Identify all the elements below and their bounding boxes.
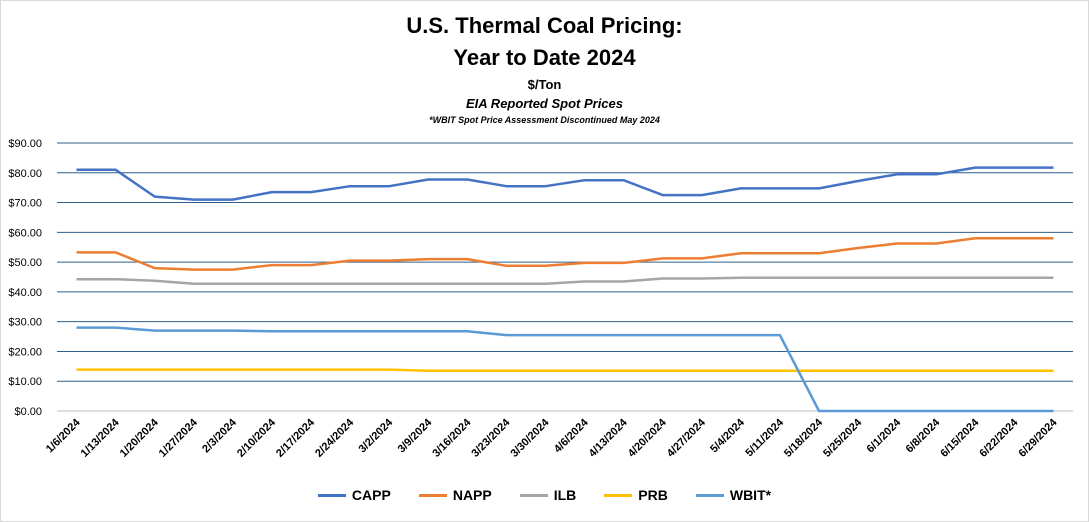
legend-item: CAPP (317, 487, 391, 503)
series-line-prb (76, 368, 1054, 372)
x-tick-label: 2/17/2024 (274, 416, 318, 460)
y-tick-label: $60.00 (8, 227, 42, 239)
legend-label: PRB (638, 487, 668, 503)
chart-note: *WBIT Spot Price Assessment Discontinued… (429, 115, 660, 125)
x-tick-label: 3/30/2024 (508, 416, 552, 460)
chart-title-line2: Year to Date 2024 (453, 45, 636, 70)
legend-label: WBIT* (729, 487, 772, 503)
legend-label: NAPP (452, 487, 492, 503)
x-tick-label: 1/27/2024 (157, 416, 201, 460)
y-axis-labels: $0.00 $10.00 $20.00 $30.00 $40.00 $50.00 $60.0… (8, 138, 42, 418)
x-tick-label: 2/24/2024 (313, 416, 357, 460)
legend-swatch (418, 493, 447, 497)
legend-item: WBIT* (695, 487, 772, 503)
legend-swatch (519, 493, 548, 497)
x-tick-label: 4/13/2024 (587, 416, 631, 460)
x-tick-label: 6/1/2024 (865, 416, 904, 455)
chart-legend: CAPP NAPP ILB PRB WBIT* (0, 487, 1089, 503)
y-tick-label: $0.00 (14, 406, 42, 418)
series-line-ilb (76, 276, 1054, 285)
x-tick-label: 5/25/2024 (821, 416, 865, 460)
legend-label: ILB (553, 487, 577, 503)
x-tick-label: 1/6/2024 (44, 416, 83, 455)
legend-swatch (317, 493, 346, 497)
y-tick-label: $20.00 (8, 346, 42, 358)
series-line-wbit (76, 326, 1054, 413)
x-tick-label: 3/2/2024 (357, 416, 396, 455)
legend-item: ILB (519, 487, 577, 503)
legend-swatch (695, 493, 724, 497)
x-tick-label: 2/3/2024 (200, 416, 239, 455)
x-tick-label: 6/22/2024 (977, 416, 1021, 460)
y-tick-label: $70.00 (8, 198, 42, 210)
x-tick-label: 5/11/2024 (743, 416, 786, 459)
x-tick-label: 6/15/2024 (938, 416, 982, 460)
x-tick-label: 3/16/2024 (430, 416, 474, 460)
legend-swatch (604, 493, 633, 497)
y-tick-label: $40.00 (8, 287, 42, 299)
x-tick-label: 2/10/2024 (235, 416, 279, 460)
chart-subtitle: $/Ton (527, 77, 562, 92)
chart-title: U.S. Thermal Coal Pricing: (406, 13, 683, 38)
x-tick-label: 3/9/2024 (396, 416, 435, 455)
y-tick-label: $50.00 (8, 257, 42, 269)
x-tick-label: 5/18/2024 (782, 416, 826, 460)
x-tick-label: 4/27/2024 (665, 416, 709, 460)
x-tick-label: 5/4/2024 (708, 416, 747, 455)
x-tick-label: 6/8/2024 (904, 416, 943, 455)
legend-item: NAPP (418, 487, 492, 503)
series-line-napp (76, 237, 1054, 271)
x-tick-label: 1/13/2024 (79, 416, 123, 460)
x-tick-label: 4/20/2024 (626, 416, 670, 460)
y-tick-label: $30.00 (8, 317, 42, 329)
x-tick-label: 6/29/2024 (1016, 416, 1060, 460)
y-tick-label: $90.00 (8, 138, 42, 150)
chart-subtitle-source: EIA Reported Spot Prices (466, 96, 623, 111)
series-lines (76, 166, 1054, 413)
x-tick-label: 4/6/2024 (552, 416, 591, 455)
legend-item: PRB (604, 487, 668, 503)
y-tick-label: $80.00 (8, 168, 42, 180)
legend-label: CAPP (351, 487, 391, 503)
x-tick-label: 3/23/2024 (469, 416, 513, 460)
y-tick-label: $10.00 (8, 376, 42, 388)
series-line-capp (76, 166, 1054, 201)
x-tick-label: 1/20/2024 (118, 416, 162, 460)
